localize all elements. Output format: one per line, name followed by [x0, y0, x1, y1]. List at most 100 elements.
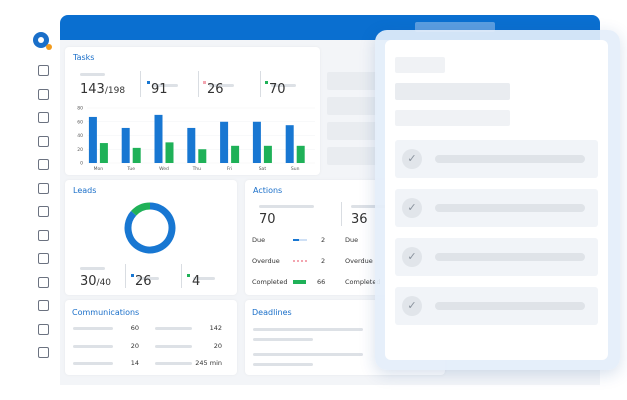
card-title: Communications: [72, 308, 140, 317]
bar: [285, 125, 294, 163]
stat-total: /40: [96, 278, 112, 288]
placeholder: [80, 73, 105, 76]
legend-dot: [187, 265, 215, 284]
donut-segment: [131, 202, 151, 216]
sidebar-icon: [38, 229, 49, 241]
row-value: 66: [317, 278, 326, 286]
check-icon: ✓: [402, 296, 422, 316]
placeholder: [253, 363, 313, 366]
sidebar-icon: [38, 135, 49, 147]
placeholder-list: [327, 122, 377, 140]
stat-total: /198: [104, 86, 126, 96]
y-tick-label: 0: [80, 161, 83, 167]
placeholder: [73, 344, 113, 348]
x-tick-label: Mon: [94, 166, 104, 172]
bar: [263, 145, 272, 163]
stat-value: 70: [259, 212, 276, 227]
overlay-panel: ✓ ✓ ✓ ✓: [385, 40, 608, 360]
card-title: Deadlines: [252, 308, 292, 317]
placeholder: [351, 205, 391, 208]
bar: [132, 147, 141, 163]
bar: [121, 127, 130, 163]
logo-dot: [46, 44, 52, 50]
y-tick-label: 20: [77, 147, 83, 153]
x-tick-label: Sun: [291, 166, 300, 172]
comm-value: 20: [130, 341, 139, 350]
row-value: 2: [321, 257, 326, 265]
placeholder: [253, 353, 363, 356]
placeholder: [253, 328, 363, 331]
separator: [125, 264, 126, 288]
legend-dot: [265, 72, 296, 91]
row-label: Overdue: [252, 257, 280, 265]
placeholder-list: [327, 72, 377, 90]
stat-value: 26: [207, 82, 224, 97]
y-tick-label: 80: [77, 106, 83, 112]
placeholder: [73, 327, 113, 330]
donut: [124, 202, 176, 254]
placeholder: [395, 83, 510, 100]
stat-value: 36: [351, 212, 368, 227]
comm-value: 142: [209, 324, 222, 332]
placeholder: [435, 204, 585, 212]
check-item: ✓: [395, 287, 598, 325]
bar: [231, 145, 240, 163]
stat-value: 143: [80, 82, 105, 97]
sidebar-icon: [38, 159, 49, 170]
communications-card: Communications 60 142 20 20 14 245 min: [65, 300, 237, 375]
stat-value: 26: [135, 274, 152, 289]
y-tick-label: 60: [77, 119, 83, 125]
logo-inner: [38, 37, 44, 43]
check-icon: ✓: [402, 247, 422, 267]
bar: [220, 121, 229, 163]
separator: [341, 202, 342, 226]
placeholder: [155, 362, 192, 365]
bar: [187, 127, 196, 163]
bar: [99, 143, 108, 163]
bar: [296, 145, 305, 163]
bar: [252, 121, 261, 163]
placeholder: [253, 338, 313, 341]
legend-dot: [131, 265, 159, 284]
bar: [88, 116, 97, 163]
x-tick-label: Fri: [227, 166, 232, 172]
mini-bar: [293, 239, 307, 241]
separator: [260, 71, 261, 97]
placeholder: [435, 302, 585, 310]
check-icon: ✓: [402, 149, 422, 169]
bar: [165, 142, 174, 163]
separator: [181, 264, 182, 288]
placeholder: [155, 344, 192, 348]
stat-value: 70: [269, 82, 286, 97]
placeholder: [259, 205, 314, 208]
x-tick-label: Tue: [126, 166, 135, 172]
comm-value: 14: [130, 359, 139, 367]
donut-segment: [124, 202, 176, 254]
check-item: ✓: [395, 189, 598, 227]
sidebar-icon: [38, 65, 49, 76]
card-title: Leads: [73, 186, 97, 195]
sidebar-icon: [38, 323, 49, 335]
check-item: ✓: [395, 238, 598, 276]
mini-bar: [293, 260, 307, 262]
sidebar-icon: [38, 347, 49, 358]
x-tick-label: Thu: [192, 166, 202, 172]
placeholder: [80, 267, 105, 270]
row-label: Completed: [345, 278, 381, 286]
sidebar-icon: [38, 112, 49, 123]
card-title: Actions: [253, 186, 283, 195]
legend-dot: [147, 72, 178, 91]
placeholder: [435, 155, 585, 163]
stat-value: 91: [151, 82, 168, 97]
stat: 30/40: [80, 274, 111, 289]
placeholder-list: [327, 147, 377, 165]
placeholder: [395, 110, 510, 126]
check-icon: ✓: [402, 198, 422, 218]
y-tick-label: 40: [77, 133, 83, 139]
sidebar-icon: [38, 206, 49, 217]
comm-value: 60: [130, 324, 139, 332]
sidebar-icon: [38, 253, 49, 264]
mini-bar: [293, 280, 306, 284]
sidebar-icon: [38, 88, 49, 100]
